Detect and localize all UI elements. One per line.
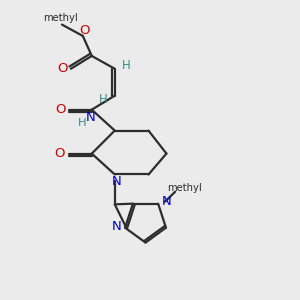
Text: O: O: [55, 103, 66, 116]
Text: N: N: [111, 176, 121, 188]
Text: N: N: [112, 220, 122, 233]
Text: H: H: [122, 59, 130, 72]
Text: methyl: methyl: [167, 183, 202, 193]
Text: N: N: [86, 111, 96, 124]
Text: H: H: [99, 93, 108, 106]
Text: O: O: [57, 62, 68, 75]
Text: O: O: [55, 147, 65, 160]
Text: O: O: [79, 24, 90, 37]
Text: H: H: [77, 118, 86, 128]
Text: N: N: [162, 195, 171, 208]
Text: methyl: methyl: [43, 13, 78, 23]
